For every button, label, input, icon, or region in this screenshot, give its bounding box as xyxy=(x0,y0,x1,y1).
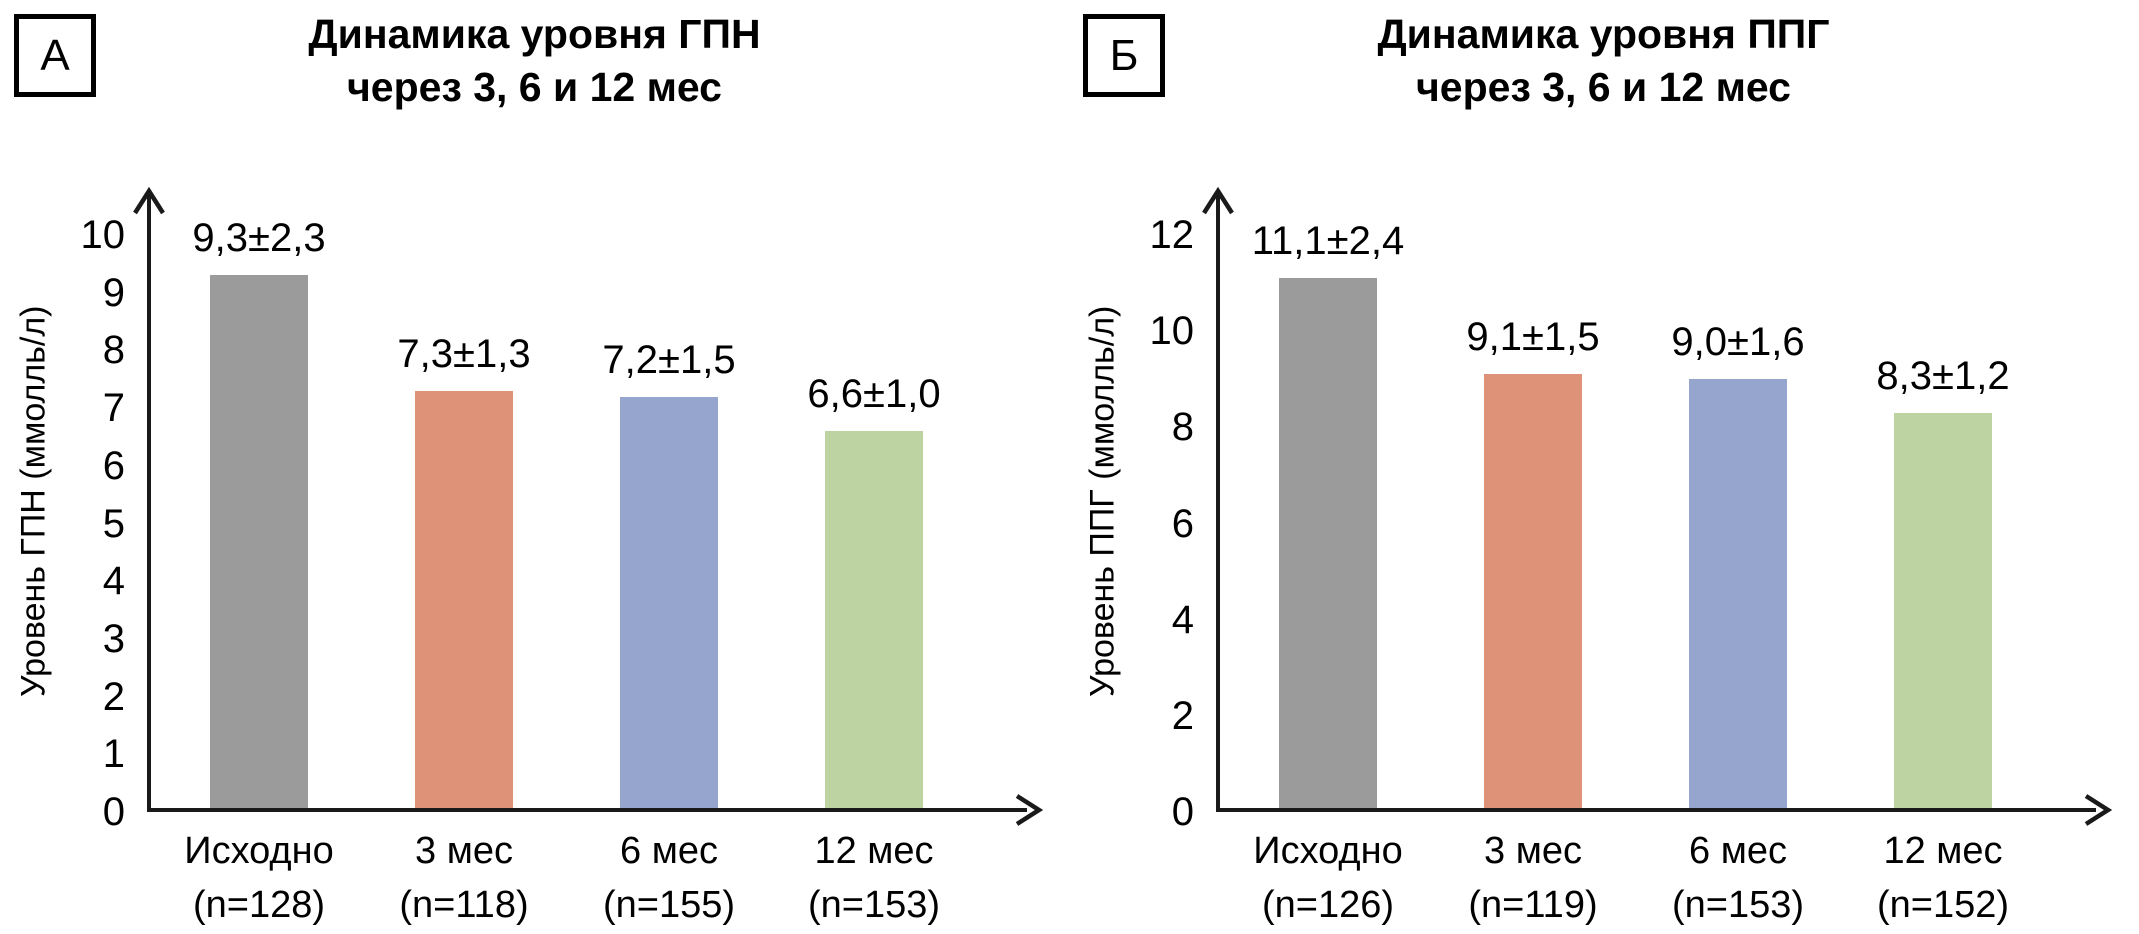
bar-6 мес xyxy=(620,396,718,808)
bar-12 мес xyxy=(1894,412,1992,808)
y-tick-label: 0 xyxy=(102,790,125,834)
y-tick-label: 8 xyxy=(1171,405,1194,450)
plot-area-b: 0 2 4 6 8 10 12 11,1±2,4 Исходно (n=126) 9,1±1,5 3 … xyxy=(1150,187,2112,926)
panel-label-box-a: А xyxy=(14,14,96,97)
y-tick-label: 2 xyxy=(102,674,125,719)
x-category-count-label: (n=119) xyxy=(1468,884,1598,926)
x-category-label: Исходно xyxy=(1253,830,1403,872)
x-category-count-label: (n=155) xyxy=(602,884,736,926)
x-category-count-label: (n=153) xyxy=(1671,884,1805,926)
y-tick-label: 6 xyxy=(1171,501,1194,546)
y-tick-label: 4 xyxy=(102,559,125,604)
y-axis-line xyxy=(147,190,151,812)
y-tick-label: 9 xyxy=(102,270,125,315)
y-tick-label: 7 xyxy=(102,386,125,431)
panel-label-a: А xyxy=(40,30,70,80)
x-category-count-label: (n=128) xyxy=(192,884,326,926)
x-category-label: 12 мес xyxy=(814,830,934,872)
y-axis-arrow-icon xyxy=(1202,187,1234,215)
x-category-label: 6 мес xyxy=(1689,830,1787,872)
y-tick-label: 3 xyxy=(102,616,125,661)
x-axis-arrow-icon xyxy=(2084,794,2112,826)
bar-12 мес xyxy=(825,431,923,808)
bar-3 мес xyxy=(1484,374,1582,808)
y-tick-label: 5 xyxy=(102,501,125,546)
chart-title-b-line2: через 3, 6 и 12 мес xyxy=(1416,64,1791,110)
x-category-label: 6 мес xyxy=(620,830,718,872)
bar-3 мес xyxy=(415,390,513,808)
bar-value-label: 8,3±1,2 xyxy=(1876,353,2010,398)
bar-Исходно xyxy=(1279,278,1377,808)
y-tick-label: 1 xyxy=(102,732,125,777)
x-category-count-label: (n=153) xyxy=(807,884,941,926)
x-category-count-label: (n=118) xyxy=(399,884,529,926)
x-axis-arrow-icon xyxy=(1015,794,1043,826)
chart-title-a-line2: через 3, 6 и 12 мес xyxy=(347,64,722,110)
chart-title-a: Динамика уровня ГПН через 3, 6 и 12 мес xyxy=(0,8,1069,114)
y-tick-label: 10 xyxy=(80,213,126,257)
bar-value-label: 7,2±1,5 xyxy=(602,337,736,382)
bar-Исходно xyxy=(210,275,308,808)
plot-area-a: 0 1 2 3 4 5 6 7 8 9 10 9,3±2,3 Исходно (n=128) 7,3±1,3… xyxy=(81,187,1043,926)
chart-title-a-line1: Динамика уровня ГПН xyxy=(308,11,761,57)
bar-value-label: 7,3±1,3 xyxy=(397,331,531,376)
bar-6 мес xyxy=(1689,379,1787,808)
bar-value-label: 9,1±1,5 xyxy=(1466,315,1600,360)
bar-value-label: 6,6±1,0 xyxy=(807,372,941,417)
y-tick-label: 12 xyxy=(1149,213,1195,257)
y-axis-arrow-icon xyxy=(133,187,165,215)
x-axis-line xyxy=(147,808,1027,812)
y-tick-label: 2 xyxy=(1171,693,1194,738)
x-category-label: 12 мес xyxy=(1883,830,2003,872)
x-category-count-label: (n=152) xyxy=(1876,884,2010,926)
bar-value-label: 11,1±2,4 xyxy=(1251,219,1405,264)
chart-title-b-line1: Динамика уровня ППГ xyxy=(1377,11,1830,57)
panel-label-box-b: Б xyxy=(1083,14,1165,97)
bar-value-label: 9,3±2,3 xyxy=(192,216,326,261)
y-axis-line xyxy=(1216,190,1220,812)
x-category-label: Исходно xyxy=(184,830,334,872)
y-tick-label: 10 xyxy=(1149,309,1195,354)
bar-value-label: 9,0±1,6 xyxy=(1671,320,1805,365)
x-category-count-label: (n=126) xyxy=(1261,884,1395,926)
y-tick-label: 4 xyxy=(1171,597,1194,642)
x-category-label: 3 мес xyxy=(1484,830,1582,872)
panel-label-b: Б xyxy=(1109,30,1139,80)
chart-panel-b: Б Динамика уровня ППГ через 3, 6 и 12 ме… xyxy=(1069,0,2138,934)
y-tick-label: 6 xyxy=(102,443,125,488)
y-tick-label: 0 xyxy=(1171,790,1194,834)
x-category-label: 3 мес xyxy=(415,830,513,872)
x-axis-line xyxy=(1216,808,2096,812)
y-tick-label: 8 xyxy=(102,328,125,373)
chart-panel-a: А Динамика уровня ГПН через 3, 6 и 12 ме… xyxy=(0,0,1069,934)
chart-title-b: Динамика уровня ППГ через 3, 6 и 12 мес xyxy=(1069,8,2138,114)
